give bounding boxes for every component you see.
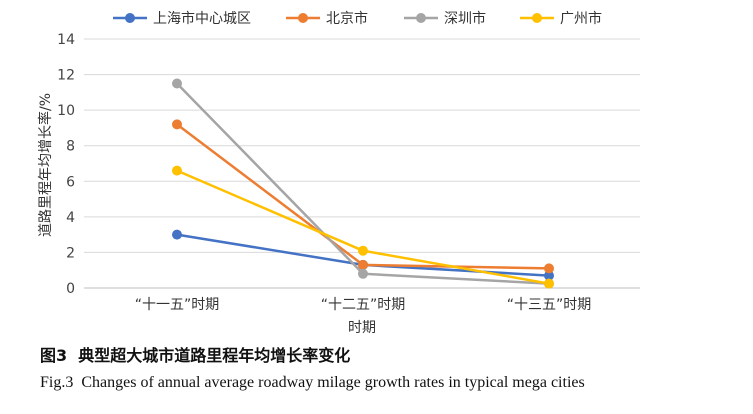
y-tick-label: 0 [66,281,75,297]
figure-title-en: Changes of annual average roadway milage… [81,374,585,391]
data-point [172,78,182,89]
y-tick-label: 8 [66,139,75,155]
data-point [544,263,554,274]
gridlines [84,38,640,289]
data-point [358,245,368,256]
y-tick-label: 14 [57,32,75,48]
data-point [358,268,368,279]
x-axis-label: 时期 [348,320,376,336]
y-tick-label: 4 [66,210,75,226]
figure-number-en: Fig.3 [40,374,74,391]
data-point [172,119,182,130]
data-point [172,229,182,240]
line-chart: 0 2 4 6 8 10 12 14 “十一五”时期 “十二五”时期 “十三五”时期 上海市中心城… [37,10,640,336]
data-point [172,165,182,176]
legend-swatch-marker [416,13,426,23]
figure-caption-en: Fig.3 Changes of annual average roadway … [40,374,585,392]
y-axis-label: 道路里程年均增长率/% [37,93,54,237]
x-tick-labels: “十一五”时期 “十二五”时期 “十三五”时期 [135,297,592,313]
figure-title-cn: 典型超大城市道路里程年均增长率变化 [78,346,351,365]
legend-label: 广州市 [560,10,602,27]
figure-caption-cn: 图3 典型超大城市道路里程年均增长率变化 [40,342,350,366]
y-tick-label: 12 [57,68,75,84]
legend-label: 北京市 [326,10,368,27]
legend-swatch-marker [532,13,542,23]
data-point [544,278,554,289]
x-tick-label: “十三五”时期 [507,297,592,313]
series-points [172,78,554,289]
data-point [544,270,554,281]
y-tick-label: 6 [66,174,75,190]
legend-label: 深圳市 [444,10,486,27]
legend-swatch-marker [125,13,135,23]
legend-label: 上海市中心城区 [153,10,251,27]
data-point [358,259,368,270]
x-tick-label: “十二五”时期 [321,297,406,313]
legend-swatch-marker [298,13,308,23]
y-tick-labels: 0 2 4 6 8 10 12 14 [57,32,75,297]
y-tick-label: 10 [57,103,75,119]
figure-number-cn: 图3 [40,346,68,365]
y-tick-label: 2 [66,245,75,261]
legend: 上海市中心城区 北京市 深圳市 广州市 [113,10,602,27]
x-tick-label: “十一五”时期 [135,297,220,313]
